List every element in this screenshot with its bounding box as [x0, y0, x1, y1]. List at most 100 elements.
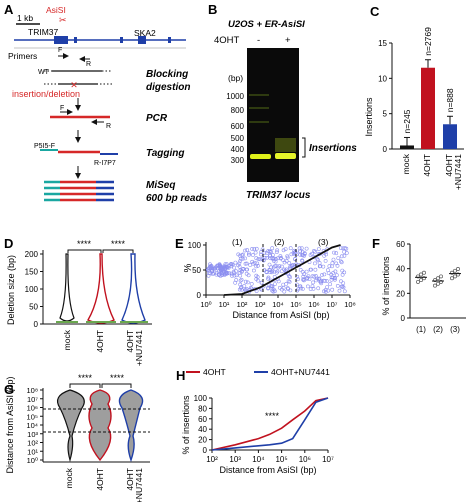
insertion-point: [219, 265, 224, 270]
insertion-point: [334, 273, 339, 278]
replicate-point: [419, 278, 423, 283]
category-label: 4OHT+NU7441: [125, 468, 144, 502]
insertion-point: [254, 246, 259, 251]
y-tick-label: 0: [34, 320, 39, 329]
ladder-labels: 1000 800 600 500 400 300: [226, 92, 244, 165]
category-label: 4OHT: [422, 154, 432, 177]
y-tick-label: 40: [198, 425, 207, 434]
step4-line2: 600 bp reads: [146, 193, 208, 204]
gel-band-mock: [250, 154, 271, 159]
insertion-point: [217, 269, 221, 274]
insertion-point: [294, 282, 299, 287]
replicate-point: [439, 279, 443, 284]
y-tick-label: 50: [192, 266, 201, 275]
insertion-point: [316, 247, 321, 252]
y-tick-label: 5: [383, 110, 388, 119]
replicate-point: [436, 281, 440, 286]
panel-a-label: A: [4, 2, 14, 17]
x-tick-label: 10⁵: [290, 300, 301, 309]
h-legend-4oht: 4OHT: [203, 367, 226, 377]
insertion-point: [206, 273, 211, 278]
insertion-point: [282, 267, 287, 272]
miseq-reads: [44, 180, 114, 202]
insertion-point: [248, 285, 253, 290]
g-sig-1: ****: [78, 373, 93, 383]
insertion-point: [323, 258, 328, 263]
exon-ska2-c: [168, 37, 171, 43]
y-tick-label: 10⁵: [27, 412, 38, 421]
gene1-label: TRIM37: [28, 27, 59, 37]
category-label: 4OHT+NU7441: [444, 154, 463, 190]
insertion-point: [308, 287, 313, 291]
insertion-point: [256, 257, 261, 261]
x-tick-label: 10³: [255, 300, 266, 309]
insertion-point: [243, 248, 248, 253]
insertion-point: [325, 268, 330, 273]
y-tick-label: 10⁰: [27, 456, 38, 465]
insertion-point: [335, 283, 340, 288]
insertion-point: [298, 249, 303, 254]
insertion-point: [324, 279, 329, 283]
insertion-point: [313, 273, 318, 278]
insertion-point: [342, 253, 347, 258]
y-tick-label: 100: [188, 241, 202, 250]
d-ylabel: Deletion size (bp): [6, 255, 16, 325]
insertion-point: [244, 261, 249, 266]
d-ticks: 0 50 100 150 200: [25, 250, 43, 329]
h-lines: [211, 397, 329, 451]
insertion-point: [238, 259, 243, 263]
y-tick-label: 100: [25, 285, 39, 294]
violin-g-nu7441: [118, 389, 144, 463]
insertion-point: [313, 267, 318, 272]
y-tick-label: 60: [198, 415, 207, 424]
replicate-point: [433, 278, 437, 283]
insertion-point: [266, 276, 270, 281]
insertion-point: [300, 269, 305, 274]
insertion-point: [243, 279, 248, 284]
insertion-point: [250, 253, 255, 257]
insertion-point: [317, 276, 322, 281]
insertion-point: [339, 279, 343, 284]
g-sig-bracket-1: [69, 383, 101, 388]
insertion-point: [214, 270, 219, 275]
insertion-point: [281, 248, 286, 253]
insertion-point: [339, 246, 343, 251]
gel-image: [247, 48, 299, 182]
insertion-point: [229, 264, 234, 269]
primer-r-label: R: [86, 61, 91, 68]
y-tick-label: 80: [198, 404, 207, 413]
e-ticks: 0 50 100 10⁰ 10¹ 10² 10³ 10⁴ 10⁵ 10⁶ 10⁷ 10⁸: [188, 241, 356, 309]
step2-label: PCR: [146, 113, 168, 124]
panel-e-label: E: [175, 236, 184, 251]
insertion-point: [248, 263, 253, 267]
indel-mark: ✕: [70, 80, 78, 90]
h-sig: ****: [265, 411, 280, 421]
insertion-point: [287, 261, 292, 265]
insertion-point: [271, 257, 276, 262]
insertion-point: [231, 271, 236, 276]
h-legend-nu: 4OHT+NU7441: [271, 367, 330, 377]
insertion-point: [281, 282, 286, 287]
violin-d-nu7441: [121, 253, 146, 324]
insertion-point: [301, 277, 306, 282]
replicate-point: [439, 274, 443, 279]
insertion-point: [272, 264, 277, 269]
category-label: 4OHT: [95, 330, 105, 353]
insertion-point: [217, 263, 222, 268]
series-line: [211, 397, 329, 451]
insertion-point: [233, 280, 238, 285]
y-tick-label: 50: [29, 303, 38, 312]
replicate-point: [422, 270, 426, 275]
insertion-point: [270, 256, 275, 261]
exon-ska2-a: [120, 37, 123, 43]
y-tick-label: 10⁶: [27, 404, 38, 413]
insertion-point: [342, 249, 347, 254]
insertion-point: [246, 273, 251, 278]
g-sig-2: ****: [110, 373, 125, 383]
insertion-point: [254, 264, 259, 269]
asisi-label: AsiSI: [46, 5, 66, 15]
replicate-point: [416, 274, 420, 279]
insertion-point: [339, 284, 344, 289]
insertion-point: [274, 250, 279, 255]
